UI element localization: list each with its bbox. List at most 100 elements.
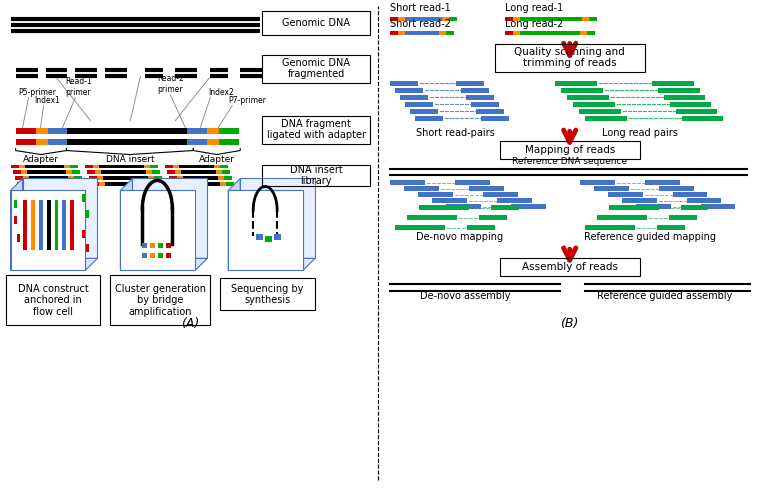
Bar xyxy=(262,55,370,83)
Text: Cluster generation
by bridge
amplification: Cluster generation by bridge amplificati… xyxy=(115,284,206,317)
Bar xyxy=(500,141,640,158)
Bar xyxy=(30,200,35,250)
Bar xyxy=(175,171,181,174)
Bar xyxy=(144,165,150,169)
Bar xyxy=(150,165,158,169)
Bar xyxy=(103,176,149,180)
Text: Long read-2: Long read-2 xyxy=(505,19,563,29)
Text: Adapter: Adapter xyxy=(199,154,235,164)
Bar xyxy=(24,182,30,187)
Bar xyxy=(221,278,315,310)
Bar xyxy=(467,225,495,230)
Bar xyxy=(495,44,644,72)
Bar xyxy=(187,139,207,145)
Polygon shape xyxy=(240,178,315,258)
Bar xyxy=(681,116,723,121)
Text: Genomic DNA: Genomic DNA xyxy=(282,18,350,28)
Bar xyxy=(152,171,161,174)
Bar xyxy=(83,230,86,239)
Text: P7-primer: P7-primer xyxy=(228,96,266,104)
Bar xyxy=(207,127,219,134)
Bar xyxy=(89,176,98,180)
Bar xyxy=(48,139,67,145)
Polygon shape xyxy=(121,178,133,270)
Bar xyxy=(415,116,443,121)
Bar xyxy=(262,116,370,144)
Text: DNA insert: DNA insert xyxy=(105,154,154,164)
Bar xyxy=(432,198,467,203)
Bar xyxy=(439,31,446,35)
Bar xyxy=(644,180,679,186)
Bar xyxy=(608,193,643,197)
Polygon shape xyxy=(228,178,240,270)
Bar xyxy=(165,165,174,169)
Bar xyxy=(395,88,423,93)
Bar xyxy=(567,95,609,99)
Bar xyxy=(207,139,219,145)
Bar xyxy=(400,95,428,99)
Bar xyxy=(669,216,697,220)
Bar xyxy=(584,225,634,230)
Bar xyxy=(70,182,77,187)
Bar xyxy=(226,182,234,187)
Text: (A): (A) xyxy=(181,317,199,330)
Polygon shape xyxy=(11,178,23,270)
Bar xyxy=(405,31,439,35)
Text: Long read pairs: Long read pairs xyxy=(602,127,678,138)
Bar xyxy=(67,171,73,174)
Bar xyxy=(67,139,187,145)
Polygon shape xyxy=(11,258,98,270)
Bar xyxy=(174,165,180,169)
Bar xyxy=(46,200,51,250)
Bar xyxy=(16,127,36,134)
Text: (B): (B) xyxy=(560,317,579,330)
Bar xyxy=(36,139,48,145)
Bar xyxy=(581,17,589,21)
Text: DNA fragment
ligated with adapter: DNA fragment ligated with adapter xyxy=(267,119,365,140)
Bar xyxy=(219,139,240,145)
Bar xyxy=(87,171,96,174)
Bar xyxy=(77,182,84,187)
Bar xyxy=(13,171,20,174)
Bar xyxy=(146,171,152,174)
Bar xyxy=(216,171,222,174)
Bar xyxy=(262,165,370,187)
Bar xyxy=(663,95,706,99)
Bar xyxy=(218,176,224,180)
Bar xyxy=(584,116,627,121)
Bar xyxy=(64,165,70,169)
Text: Read-1
primer: Read-1 primer xyxy=(65,77,92,97)
Bar xyxy=(166,253,171,258)
Bar xyxy=(658,88,700,93)
Bar xyxy=(256,234,263,241)
Bar xyxy=(573,101,615,107)
Bar xyxy=(99,182,105,187)
Bar xyxy=(700,204,735,209)
Bar xyxy=(675,109,718,114)
Bar xyxy=(589,17,597,21)
Bar xyxy=(11,165,18,169)
Bar xyxy=(150,244,155,248)
Bar xyxy=(102,171,146,174)
Bar xyxy=(183,176,218,180)
Bar xyxy=(398,31,405,35)
Bar xyxy=(594,187,628,192)
Bar xyxy=(150,182,156,187)
Bar xyxy=(86,245,89,252)
Bar xyxy=(265,236,272,243)
Bar xyxy=(215,165,221,169)
Bar xyxy=(405,17,442,21)
Bar xyxy=(181,171,216,174)
Bar xyxy=(14,200,17,208)
Text: DNA construct
anchored in
flow cell: DNA construct anchored in flow cell xyxy=(17,284,89,317)
Bar xyxy=(171,182,180,187)
Bar xyxy=(180,165,215,169)
Bar xyxy=(156,182,164,187)
Bar xyxy=(143,244,147,248)
Bar xyxy=(578,109,621,114)
Bar xyxy=(17,182,24,187)
Bar xyxy=(669,101,712,107)
Bar xyxy=(121,191,196,270)
Bar xyxy=(469,187,504,192)
Bar xyxy=(390,81,418,86)
